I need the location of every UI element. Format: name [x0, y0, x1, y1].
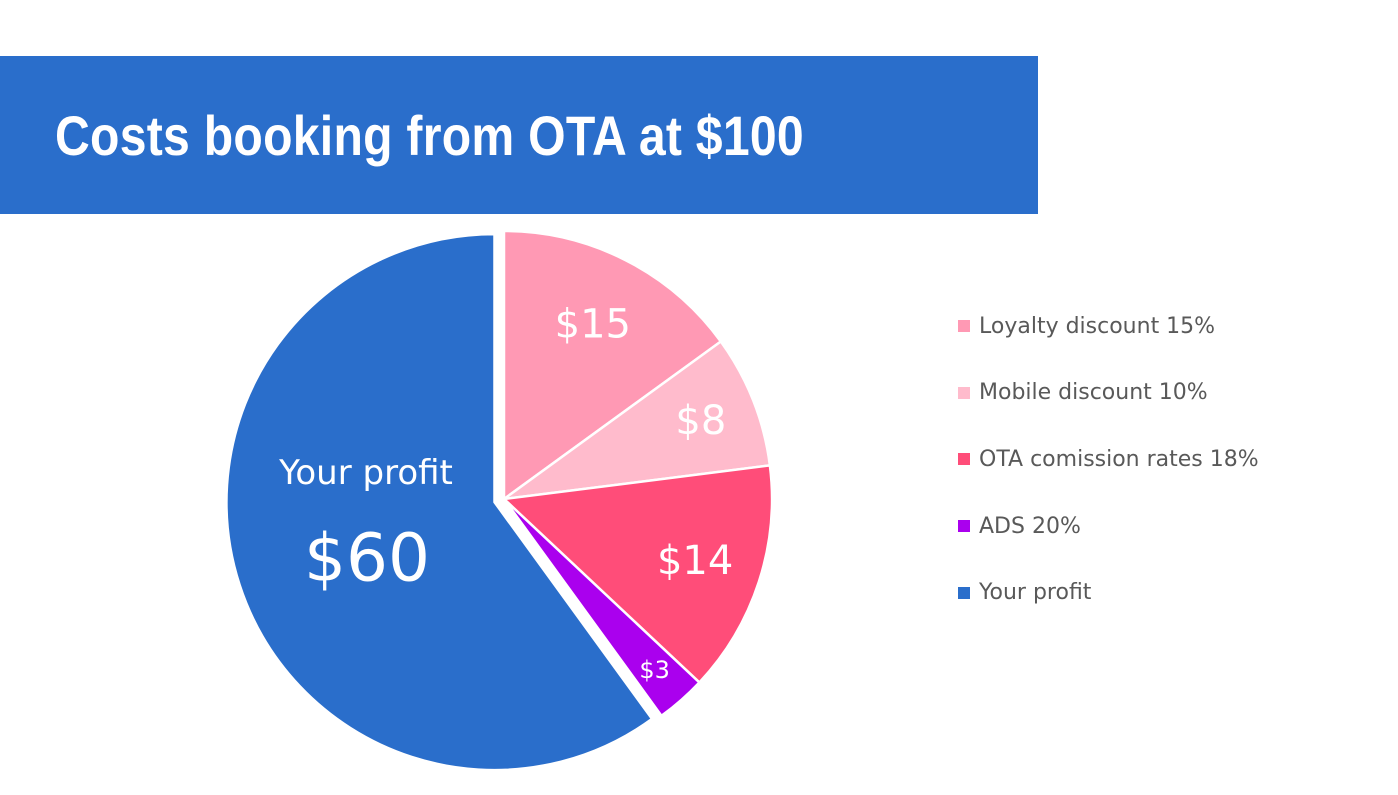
data-label-2: $8 — [675, 398, 726, 444]
legend-item-2: Mobile discount 10% — [958, 373, 1259, 413]
legend-label: OTA comission rates 18% — [979, 446, 1259, 472]
legend-item-5: Your profit — [958, 573, 1259, 613]
legend-item-3: OTA comission rates 18% — [958, 439, 1259, 479]
profit-caption: Your profit — [278, 453, 453, 493]
legend-item-1: Loyalty discount 15% — [958, 306, 1259, 346]
pie-slice-3 — [502, 464, 774, 684]
data-label-1: $15 — [555, 302, 631, 348]
legend-swatch — [958, 320, 970, 332]
legend-item-4: ADS 20% — [958, 506, 1259, 546]
legend-swatch — [958, 586, 970, 599]
pie-slice-4 — [502, 497, 701, 718]
data-label-3: $14 — [657, 538, 733, 584]
data-label-4: $3 — [639, 656, 670, 684]
legend-label: Your profit — [979, 580, 1092, 606]
chart-title: Costs booking from OTA at $100 — [55, 103, 804, 167]
legend-label: Mobile discount 10% — [979, 380, 1208, 406]
legend-label: Loyalty discount 15% — [979, 313, 1216, 339]
data-label-5: $60 — [304, 520, 430, 597]
pie-slice-1 — [502, 229, 723, 501]
legend-swatch — [958, 386, 970, 399]
legend-label: ADS 20% — [979, 513, 1081, 539]
chart-legend: Loyalty discount 15% Mobile discount 10% O… — [958, 306, 1259, 639]
pie-slice-5 — [225, 232, 654, 772]
pie-slice-2 — [502, 340, 772, 501]
title-banner: Costs booking from OTA at $100 — [0, 56, 1038, 214]
legend-swatch — [958, 453, 970, 466]
legend-swatch — [958, 520, 970, 533]
